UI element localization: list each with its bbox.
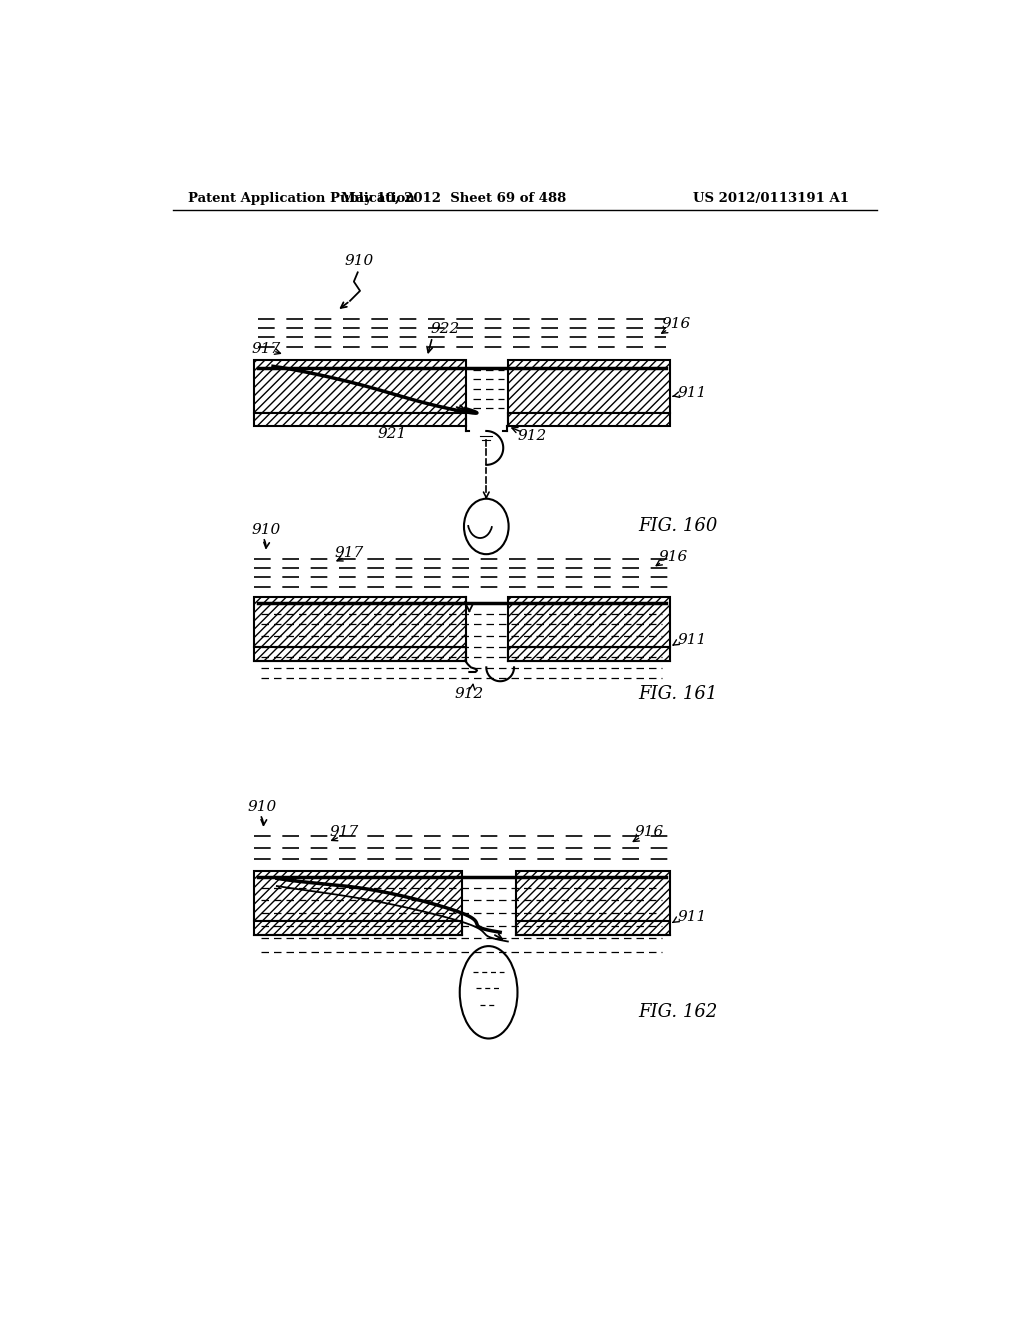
Text: 917: 917 — [330, 825, 358, 840]
Bar — [254, 598, 466, 647]
Text: FIG. 161: FIG. 161 — [639, 685, 718, 702]
Text: 922: 922 — [431, 322, 460, 337]
Bar — [508, 360, 670, 412]
Text: 911: 911 — [677, 632, 707, 647]
Bar — [508, 413, 670, 426]
Bar — [515, 871, 670, 921]
Text: 917: 917 — [252, 342, 281, 356]
Ellipse shape — [464, 499, 509, 554]
Text: 911: 911 — [677, 387, 707, 400]
Bar — [508, 647, 670, 661]
Bar — [254, 413, 466, 426]
Text: 916: 916 — [658, 550, 687, 564]
Bar — [254, 647, 466, 661]
Text: 912: 912 — [518, 429, 547, 442]
Text: Patent Application Publication: Patent Application Publication — [188, 191, 415, 205]
Text: FIG. 162: FIG. 162 — [639, 1003, 718, 1020]
Bar — [508, 598, 670, 647]
Text: 916: 916 — [635, 825, 665, 840]
Text: May 10, 2012  Sheet 69 of 488: May 10, 2012 Sheet 69 of 488 — [341, 191, 566, 205]
Bar — [515, 921, 670, 935]
Text: 910: 910 — [345, 253, 374, 268]
Text: 921: 921 — [378, 428, 407, 441]
Text: FIG. 160: FIG. 160 — [639, 517, 718, 536]
Text: 916: 916 — [662, 317, 691, 331]
Bar — [254, 921, 462, 935]
Text: 910: 910 — [252, 523, 281, 536]
Text: 917: 917 — [335, 545, 364, 560]
Bar — [254, 871, 462, 921]
Text: 910: 910 — [248, 800, 276, 813]
Text: US 2012/0113191 A1: US 2012/0113191 A1 — [692, 191, 849, 205]
Text: 911: 911 — [677, 909, 707, 924]
Text: 912: 912 — [455, 686, 484, 701]
Ellipse shape — [460, 946, 517, 1039]
Bar — [254, 360, 466, 412]
